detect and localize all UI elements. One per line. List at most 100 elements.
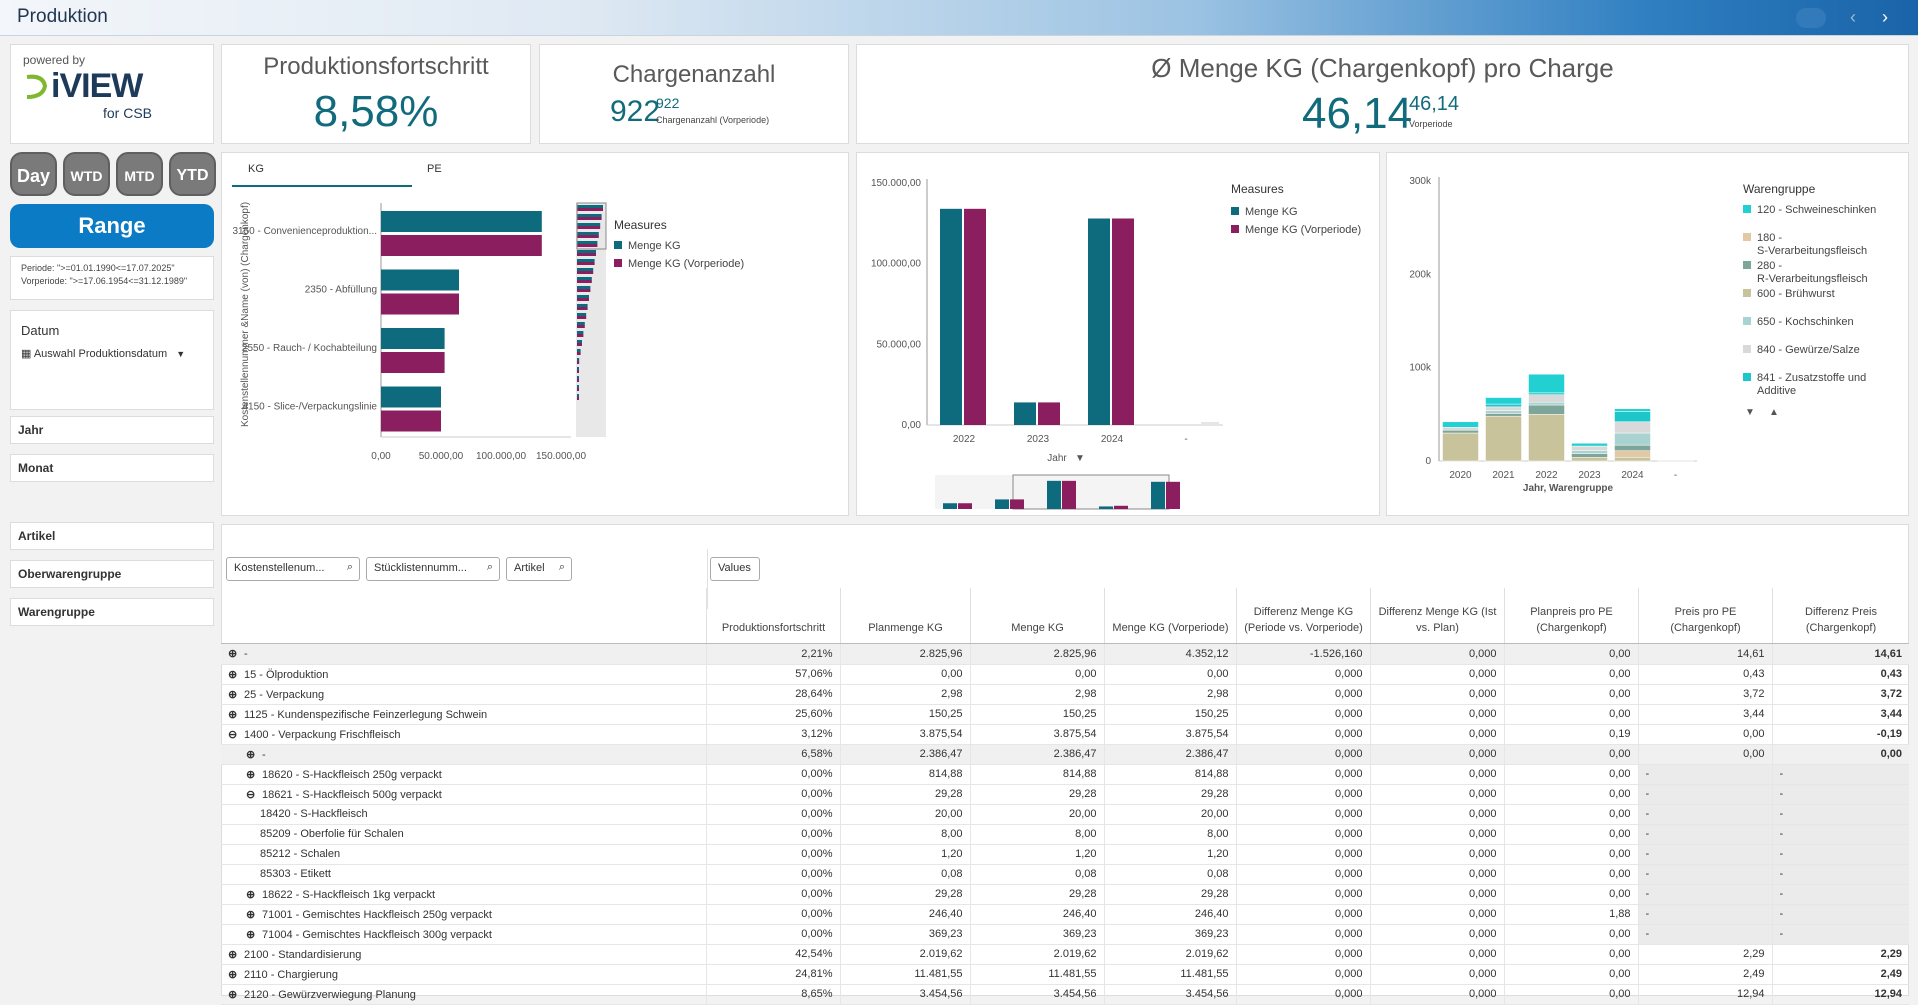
- expand-icon[interactable]: ⊕: [246, 768, 256, 781]
- kpi-chargenanzahl[interactable]: Chargenanzahl 922 922 Chargenanzahl (Vor…: [539, 44, 849, 144]
- stacked-segment: [1571, 453, 1608, 458]
- value-cell: 3.875,54: [1103, 724, 1236, 745]
- value-cell: -: [1637, 904, 1772, 925]
- collapse-icon[interactable]: ⊖: [228, 728, 238, 741]
- filter-oberwarengruppe[interactable]: Oberwarengruppe: [10, 560, 214, 588]
- chart-kostenstelle[interactable]: 3150 - Convenienceproduktion... 2350 - Ab…: [222, 189, 848, 515]
- filter-warengruppe[interactable]: Warengruppe: [10, 598, 214, 626]
- mtd-button[interactable]: MTD: [116, 152, 163, 196]
- column-header[interactable]: Produktionsfortschritt: [706, 588, 840, 644]
- stacked-segment: [1614, 421, 1651, 434]
- column-header[interactable]: Differenz Menge KG (Ist vs. Plan): [1370, 588, 1504, 644]
- search-kostenstelle[interactable]: Kostenstellenum... ⌕: [226, 557, 360, 581]
- value-cell: 2.019,62: [839, 944, 970, 965]
- table-row[interactable]: ⊖ 18621 - S-Hackfleisch 500g verpackt 0,00…: [221, 784, 1909, 805]
- column-header[interactable]: Differenz Menge KG (Periode vs. Vorperio…: [1236, 588, 1370, 644]
- column-header[interactable]: Planpreis pro PE (Chargenkopf): [1504, 588, 1638, 644]
- table-row[interactable]: ⊕ 1125 - Kundenspezifische Feinzerlegung …: [221, 704, 1909, 725]
- bar-menge-kg-vorperiode: [381, 293, 459, 315]
- search-artikel[interactable]: Artikel ⌕: [506, 557, 572, 581]
- table-row[interactable]: 18420 - S-Hackfleisch 0,00% 20,00 20,00 20,0…: [221, 804, 1909, 825]
- expand-icon[interactable]: ⊕: [246, 908, 256, 921]
- filter-artikel[interactable]: Artikel: [10, 522, 214, 550]
- values-button[interactable]: Values: [710, 557, 760, 581]
- table-row[interactable]: ⊕ 15 - Ölproduktion 57,06% 0,00 0,00 0,00 0,00…: [221, 664, 1909, 685]
- expand-icon[interactable]: ⊕: [246, 748, 256, 761]
- value-cell: 0,000: [1235, 984, 1370, 1005]
- table-row[interactable]: ⊕ 25 - Verpackung 28,64% 2,98 2,98 2,98 0,000 0…: [221, 684, 1909, 705]
- minimap-bar: [577, 268, 594, 271]
- stacked-segment: [1442, 432, 1479, 462]
- next-sheet-icon[interactable]: ›: [1882, 7, 1888, 27]
- table-row[interactable]: ⊕ 18620 - S-Hackfleisch 250g verpackt 0,00…: [221, 764, 1909, 785]
- expand-icon[interactable]: ⊕: [228, 948, 238, 961]
- minimap-bar: [577, 358, 580, 361]
- value-cell: 2.386,47: [839, 744, 970, 765]
- column-header[interactable]: Menge KG (Vorperiode): [1104, 588, 1236, 644]
- column-header[interactable]: Preis pro PE (Chargenkopf): [1638, 588, 1772, 644]
- expand-icon[interactable]: ⊕: [228, 968, 238, 981]
- table-row[interactable]: 85209 - Oberfolie für Schalen 0,00% 8,00 8,…: [221, 824, 1909, 845]
- y-tick-label: 100.000,00: [871, 259, 921, 270]
- tab-kg[interactable]: KG: [248, 163, 264, 175]
- value-cell: 150,25: [839, 704, 970, 725]
- filter-monat[interactable]: Monat: [10, 454, 214, 482]
- value-cell: 0,19: [1503, 724, 1638, 745]
- legend-label: Menge KG: [628, 240, 681, 252]
- kpi-produktionsfortschritt[interactable]: Produktionsfortschritt 8,58%: [221, 44, 531, 144]
- value-cell: 0,00%: [705, 904, 840, 925]
- minimap-bar: [577, 370, 579, 373]
- day-button[interactable]: Day: [10, 152, 57, 196]
- x-tick-label: 2024: [1101, 434, 1124, 445]
- table-row[interactable]: ⊕ -2,21% 2.825,96 2.825,96 4.352,12 -1.526,16…: [221, 644, 1909, 665]
- chart-jahr[interactable]: 0,00 50.000,00 100.000,00 150.000,00 2022 202…: [857, 153, 1379, 515]
- expand-icon[interactable]: ⊕: [228, 648, 238, 661]
- table-row[interactable]: 85212 - Schalen 0,00% 1,20 1,20 1,20 0,000 0,0…: [221, 844, 1909, 865]
- chart-warengruppe[interactable]: 0 100k 200k 300k 2020 2021 2022 2023 2024 - Jahr, …: [1387, 153, 1908, 515]
- column-header[interactable]: Planmenge KG: [840, 588, 970, 644]
- value-cell: 3.875,54: [839, 724, 970, 745]
- bar-2022: [940, 208, 962, 425]
- wtd-button[interactable]: WTD: [63, 152, 110, 196]
- column-header[interactable]: Differenz Preis (Chargenkopf): [1772, 588, 1909, 644]
- user-badge[interactable]: [1796, 8, 1826, 28]
- expand-icon[interactable]: ⊕: [228, 668, 238, 681]
- kpi-menge-pro-charge[interactable]: Ø Menge KG (Chargenkopf) pro Charge 46,1…: [856, 44, 1909, 144]
- collapse-icon[interactable]: ⊖: [246, 788, 256, 801]
- value-cell: 0,000: [1369, 764, 1504, 785]
- table-row[interactable]: ⊕ 71001 - Gemischtes Hackfleisch 250g ver…: [221, 904, 1909, 925]
- tab-pe[interactable]: PE: [427, 163, 442, 175]
- expand-icon[interactable]: ⊕: [246, 888, 256, 901]
- value-cell: 29,28: [969, 884, 1104, 905]
- datum-selector[interactable]: ▦ Auswahl Produktionsdatum ▼: [21, 347, 185, 360]
- table-row[interactable]: ⊕ 2110 - Chargierung 24,81% 11.481,55 11.481…: [221, 964, 1909, 985]
- range-button[interactable]: Range: [10, 204, 214, 248]
- chart-warengruppe-panel: 0 100k 200k 300k 2020 2021 2022 2023 2024 - Jahr, …: [1386, 152, 1909, 516]
- table-row[interactable]: ⊕ 2120 - Gewürzverwiegung Planung 8,65% 3.4…: [221, 984, 1909, 1005]
- filter-jahr[interactable]: Jahr: [10, 416, 214, 444]
- ytd-button[interactable]: YTD: [169, 152, 216, 196]
- expand-icon[interactable]: ⊕: [228, 688, 238, 701]
- table-row[interactable]: ⊕ 18622 - S-Hackfleisch 1kg verpackt 0,00%…: [221, 884, 1909, 905]
- expand-icon[interactable]: ⊕: [228, 708, 238, 721]
- minimap-bar: [577, 325, 585, 328]
- search-stueckliste[interactable]: Stücklistennumm... ⌕: [366, 557, 500, 581]
- table-row[interactable]: 85303 - Etikett 0,00% 0,08 0,08 0,08 0,000 0,0…: [221, 864, 1909, 885]
- table-row[interactable]: ⊕ -6,58% 2.386,47 2.386,47 2.386,47 0,000 0,00…: [221, 744, 1909, 765]
- prev-sheet-icon[interactable]: ‹: [1850, 7, 1856, 27]
- value-cell: 3,72: [1771, 684, 1909, 705]
- y-tick-label: 200k: [1409, 269, 1432, 280]
- value-cell: 0,000: [1235, 944, 1370, 965]
- value-cell: -: [1771, 844, 1909, 865]
- expand-icon[interactable]: ⊕: [228, 988, 238, 1001]
- table-row[interactable]: ⊖ 1400 - Verpackung Frischfleisch 3,12% 3.8…: [221, 724, 1909, 745]
- minimap-bar: [577, 316, 587, 319]
- expand-icon[interactable]: ⊕: [246, 928, 256, 941]
- stacked-segment: [1442, 427, 1479, 431]
- value-cell: 369,23: [969, 924, 1104, 945]
- x-tick-label: 2022: [953, 434, 976, 445]
- minimap-bar: [577, 367, 579, 370]
- column-header[interactable]: Menge KG: [970, 588, 1104, 644]
- table-row[interactable]: ⊕ 71004 - Gemischtes Hackfleisch 300g ver…: [221, 924, 1909, 945]
- table-row[interactable]: ⊕ 2100 - Standardisierung 42,54% 2.019,62 2.…: [221, 944, 1909, 965]
